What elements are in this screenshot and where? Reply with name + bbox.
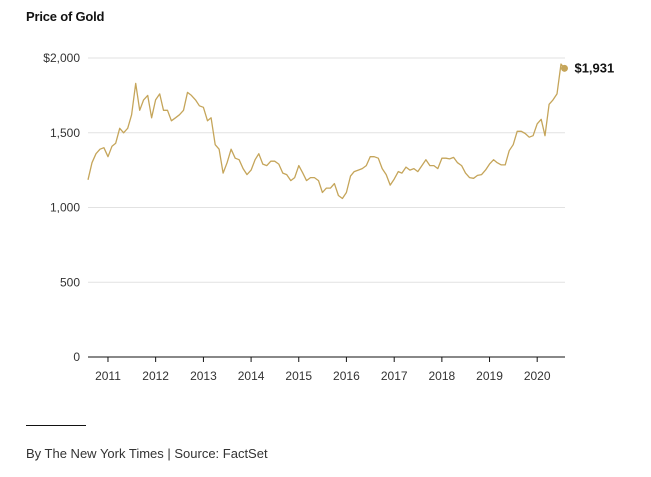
y-tick-label: $2,000 <box>43 51 80 65</box>
x-tick-label: 2011 <box>95 369 121 383</box>
y-tick-label: 1,000 <box>50 201 80 215</box>
chart-title: Price of Gold <box>26 9 105 24</box>
x-tick-label: 2016 <box>333 369 360 383</box>
y-axis-ticks: $2,000 1,500 1,000 500 0 <box>43 51 80 364</box>
latest-price-label: $1,931 <box>574 60 614 75</box>
x-tick-label: 2020 <box>524 369 551 383</box>
footer-divider <box>26 425 86 426</box>
latest-price-dot <box>560 64 568 72</box>
x-tick-label: 2013 <box>190 369 217 383</box>
x-tick-label: 2014 <box>238 369 265 383</box>
x-tick-label: 2019 <box>476 369 503 383</box>
y-tick-label: 0 <box>73 350 80 364</box>
x-axis-ticks: 2011 2012 2013 2014 2015 2016 2017 2018 2019 2020 <box>95 357 551 383</box>
x-tick-label: 2015 <box>285 369 312 383</box>
x-tick-label: 2017 <box>381 369 408 383</box>
y-gridlines <box>88 57 565 283</box>
gold-price-line <box>87 63 566 200</box>
y-tick-label: 1,500 <box>50 126 80 140</box>
x-tick-label: 2018 <box>429 369 456 383</box>
y-tick-label: 500 <box>60 275 80 289</box>
source-credit: By The New York Times | Source: FactSet <box>26 446 268 461</box>
x-tick-label: 2012 <box>142 369 169 383</box>
